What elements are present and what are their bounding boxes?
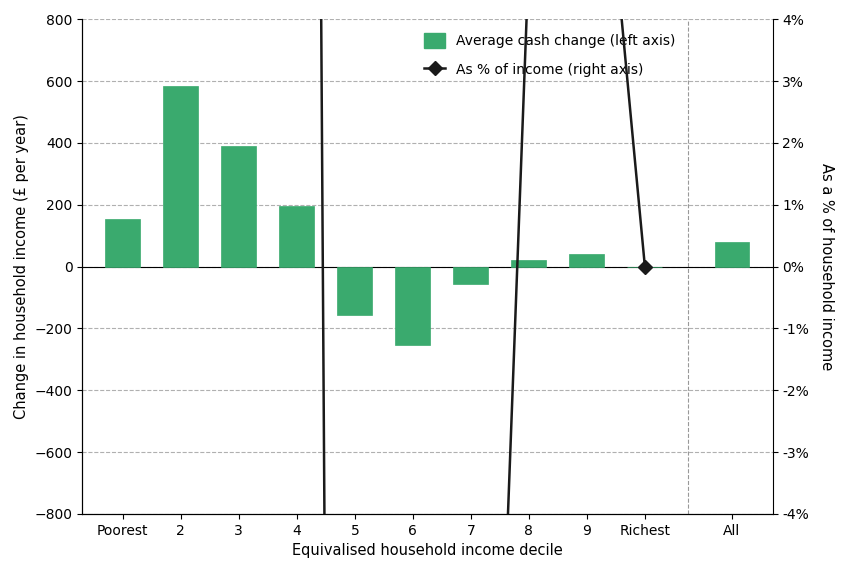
Bar: [395, 267, 430, 345]
Bar: [715, 242, 750, 267]
Bar: [164, 86, 198, 267]
Bar: [221, 146, 256, 267]
Y-axis label: As a % of household income: As a % of household income: [819, 163, 834, 370]
Bar: [511, 260, 546, 267]
Bar: [279, 206, 315, 267]
Bar: [570, 254, 605, 267]
Legend: Average cash change (left axis), As % of income (right axis): Average cash change (left axis), As % of…: [417, 26, 683, 84]
X-axis label: Equivalised household income decile: Equivalised household income decile: [292, 543, 563, 558]
Bar: [338, 267, 372, 315]
Bar: [105, 219, 140, 267]
Y-axis label: Change in household income (£ per year): Change in household income (£ per year): [14, 114, 29, 419]
Bar: [454, 267, 488, 284]
